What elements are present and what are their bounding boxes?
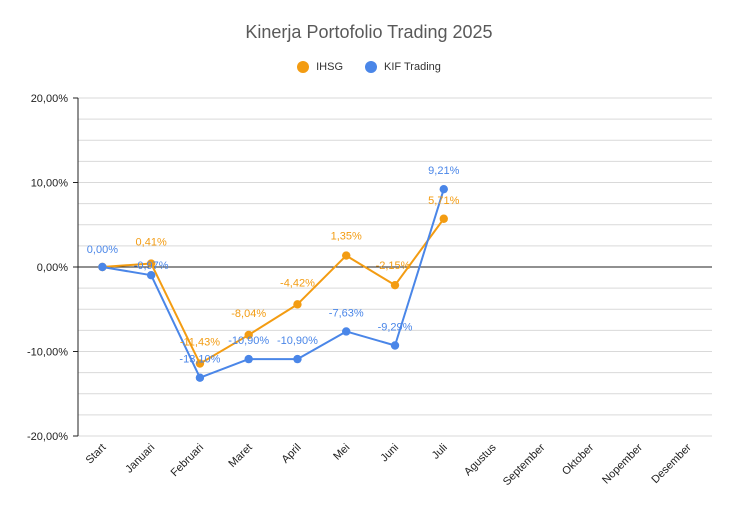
data-point-kif-trading <box>293 354 302 364</box>
data-label-kif-trading: 9,21% <box>428 165 459 177</box>
legend-label-kif-trading: KIF Trading <box>384 61 441 73</box>
x-tick-label: Agustus <box>462 441 499 478</box>
data-point-kif-trading <box>98 262 107 272</box>
legend-marker-ihsg <box>297 61 310 73</box>
x-tick-label: Mei <box>331 442 352 463</box>
data-point-ihsg <box>293 300 302 309</box>
data-point-kif-trading <box>195 373 205 382</box>
data-label-kif-trading: -10,90% <box>277 335 318 347</box>
data-point-ihsg <box>390 280 400 290</box>
x-tick-label: Maret <box>226 442 254 470</box>
x-tick-label: Juli <box>430 442 450 462</box>
x-tick-label: Oktober <box>560 441 596 477</box>
data-label-kif-trading: -7,63% <box>329 307 364 319</box>
data-point-kif-trading <box>439 184 448 194</box>
data-label-ihsg: -4,42% <box>280 277 315 289</box>
data-point-kif-trading <box>390 341 400 350</box>
legend: IHSG KIF Trading <box>0 61 738 73</box>
legend-marker-kif-trading <box>365 61 378 73</box>
chart-title: Kinerja Portofolio Trading 2025 <box>245 22 493 42</box>
data-label-ihsg: -8,04% <box>231 308 266 320</box>
x-tick-label: Januari <box>123 442 157 476</box>
x-tick-label: April <box>280 442 304 466</box>
y-tick-label: -10,00% <box>27 347 68 359</box>
y-tick-label: -20,00% <box>27 431 68 443</box>
data-label-ihsg: -11,43% <box>180 337 220 349</box>
y-tick-label: 20,00% <box>31 93 69 105</box>
x-tick-label: Desember <box>649 441 694 486</box>
data-point-ihsg <box>342 251 351 260</box>
x-tick-label: September <box>501 441 548 488</box>
data-label-ihsg: -2,15% <box>376 260 411 272</box>
y-tick-label: 10,00% <box>31 178 69 190</box>
data-label-ihsg: 5,71% <box>428 195 459 207</box>
series-line-kif-trading <box>102 188 445 379</box>
data-point-ihsg <box>195 359 205 368</box>
data-point-ihsg <box>146 259 156 268</box>
legend-item-kif-trading: KIF Trading <box>365 61 441 73</box>
x-tick-label: Start <box>84 442 109 467</box>
data-label-kif-trading: -9,29% <box>378 322 413 334</box>
x-tick-label: Februari <box>169 442 206 479</box>
data-point-kif-trading <box>146 270 156 280</box>
data-label-kif-trading: -13,10% <box>179 354 220 366</box>
series-line-ihsg <box>102 218 445 365</box>
legend-item-ihsg: IHSG <box>297 61 343 73</box>
data-label-kif-trading: -10,90% <box>228 335 269 347</box>
data-label-kif-trading: 0,00% <box>87 244 118 256</box>
data-label-ihsg: 0,41% <box>136 237 167 249</box>
data-point-ihsg <box>439 214 448 223</box>
y-tick-label: 0,00% <box>37 262 68 274</box>
data-label-kif-trading: -0,97% <box>134 260 169 272</box>
data-point-kif-trading <box>342 327 351 336</box>
x-tick-label: Nopember <box>600 441 645 486</box>
data-point-kif-trading <box>244 354 253 364</box>
legend-label-ihsg: IHSG <box>316 61 344 73</box>
data-label-ihsg: 1,35% <box>331 231 362 243</box>
x-tick-label: Juni <box>378 442 401 465</box>
data-point-ihsg <box>244 330 253 340</box>
